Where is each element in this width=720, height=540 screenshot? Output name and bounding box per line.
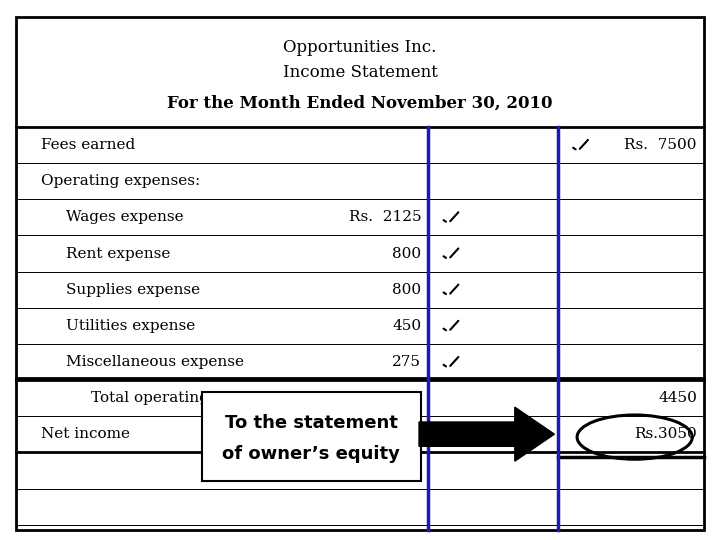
FancyBboxPatch shape bbox=[16, 17, 704, 530]
Text: Supplies expense: Supplies expense bbox=[66, 283, 200, 296]
Text: Operating expenses:: Operating expenses: bbox=[41, 174, 200, 188]
Text: For the Month Ended November 30, 2010: For the Month Ended November 30, 2010 bbox=[167, 94, 553, 111]
Text: Utilities expense: Utilities expense bbox=[66, 319, 196, 333]
Text: 450: 450 bbox=[392, 319, 421, 333]
Text: Opportunities Inc.: Opportunities Inc. bbox=[283, 39, 437, 56]
Text: Rent expense: Rent expense bbox=[66, 247, 171, 260]
Text: 800: 800 bbox=[392, 283, 421, 296]
Polygon shape bbox=[419, 407, 554, 461]
Text: To the statement: To the statement bbox=[225, 415, 398, 433]
Text: Total operating ex: Total operating ex bbox=[91, 392, 232, 405]
Text: Net income: Net income bbox=[41, 427, 130, 441]
Text: Wages expense: Wages expense bbox=[66, 211, 184, 224]
FancyBboxPatch shape bbox=[202, 392, 421, 481]
Text: 275: 275 bbox=[392, 355, 421, 369]
Text: Rs.3050: Rs.3050 bbox=[634, 427, 697, 441]
Text: 800: 800 bbox=[392, 247, 421, 260]
Text: Rs.  2125: Rs. 2125 bbox=[348, 211, 421, 224]
Text: Fees earned: Fees earned bbox=[41, 138, 135, 152]
Text: 4450: 4450 bbox=[658, 392, 697, 405]
Text: of owner’s equity: of owner’s equity bbox=[222, 446, 400, 463]
Text: Miscellaneous expense: Miscellaneous expense bbox=[66, 355, 244, 369]
Text: Rs.  7500: Rs. 7500 bbox=[624, 138, 697, 152]
Text: Income Statement: Income Statement bbox=[282, 64, 438, 82]
